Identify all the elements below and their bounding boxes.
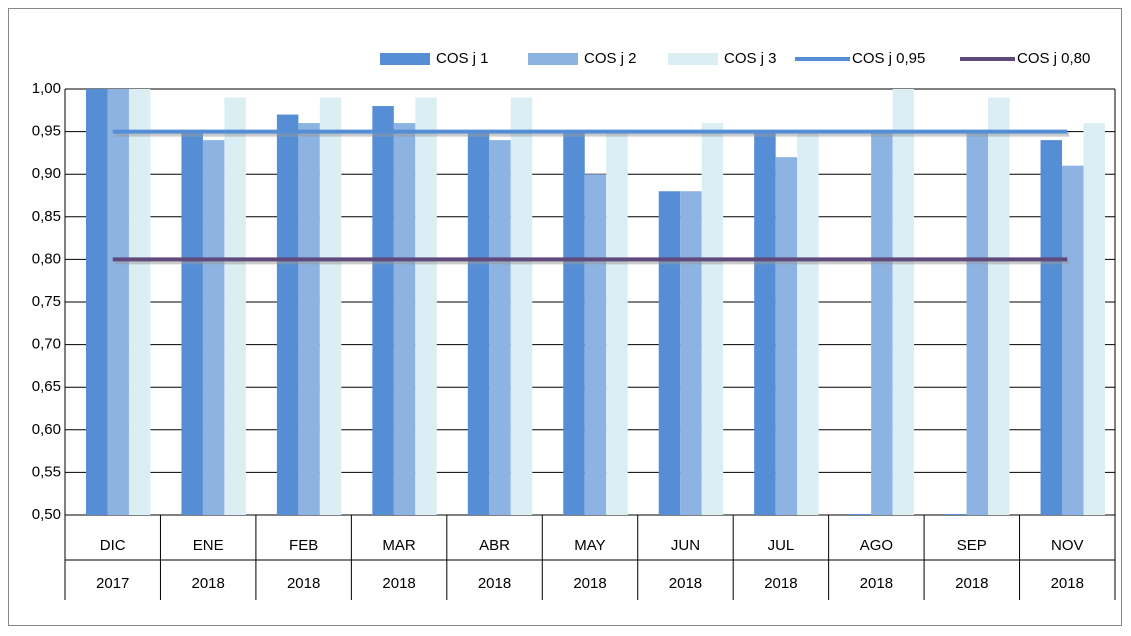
y-tick-label: 0,60 (32, 421, 61, 438)
bar (276, 114, 299, 515)
bar (584, 174, 607, 515)
x-tick-label: JUL (768, 537, 795, 554)
x-tick-year: 2018 (669, 575, 702, 592)
x-tick-label: ENE (193, 537, 224, 554)
bar (202, 140, 225, 515)
bar (658, 191, 681, 516)
x-tick-label: DIC (100, 537, 126, 554)
bar (224, 97, 246, 516)
y-tick-label: 0,75 (32, 293, 61, 310)
bar (1083, 123, 1105, 515)
x-tick-year: 2017 (96, 575, 129, 592)
legend-label: COS j 0,80 (1017, 50, 1090, 67)
x-tick-year: 2018 (860, 575, 893, 592)
bar (415, 97, 437, 516)
bar (797, 131, 819, 515)
bar (510, 97, 533, 516)
x-tick-year: 2018 (191, 575, 224, 592)
bar (871, 131, 893, 515)
bar (107, 89, 129, 515)
legend-swatch (668, 53, 718, 65)
bar (680, 191, 702, 516)
x-tick-label: MAY (574, 537, 605, 554)
bar (1062, 165, 1084, 515)
bar (701, 123, 724, 515)
legend-label: COS j 2 (584, 50, 637, 67)
bar (775, 157, 798, 515)
bar (467, 131, 490, 515)
y-tick-label: 0,95 (32, 123, 61, 140)
bar (892, 89, 915, 515)
x-tick-year: 2018 (1051, 575, 1084, 592)
legend-label: COS j 3 (724, 50, 777, 67)
bar (298, 123, 320, 515)
bar (372, 106, 394, 515)
y-tick-label: 0,80 (32, 250, 61, 267)
legend-swatch (380, 53, 430, 65)
bar (563, 131, 585, 515)
bar (966, 131, 989, 515)
bar (393, 123, 416, 515)
legend-swatch (528, 53, 578, 65)
bar (945, 514, 967, 515)
bar (86, 89, 108, 515)
y-tick-label: 0,85 (32, 208, 61, 225)
x-tick-label: SEP (957, 537, 987, 554)
x-tick-label: AGO (860, 537, 893, 554)
bar (319, 97, 342, 516)
x-tick-label: FEB (289, 537, 318, 554)
x-tick-label: MAR (382, 537, 416, 554)
y-tick-label: 0,90 (32, 165, 61, 182)
y-tick-label: 0,70 (32, 336, 61, 353)
bar (1040, 140, 1063, 515)
y-tick-label: 0,55 (32, 463, 61, 480)
x-tick-year: 2018 (955, 575, 988, 592)
x-tick-year: 2018 (287, 575, 320, 592)
x-tick-year: 2018 (382, 575, 415, 592)
bar (849, 514, 872, 515)
bar (128, 89, 151, 515)
x-tick-label: ABR (479, 537, 510, 554)
y-tick-label: 0,65 (32, 378, 61, 395)
x-tick-year: 2018 (573, 575, 606, 592)
x-tick-label: JUN (671, 537, 700, 554)
x-tick-year: 2018 (478, 575, 511, 592)
bar (754, 131, 776, 515)
legend-label: COS j 0,95 (852, 50, 925, 67)
bar (606, 131, 628, 515)
legend-label: COS j 1 (436, 50, 489, 67)
y-tick-label: 1,00 (32, 80, 61, 97)
y-tick-label: 0,50 (32, 506, 61, 523)
x-tick-label: NOV (1051, 537, 1084, 554)
bar (489, 140, 511, 515)
bar (988, 97, 1010, 516)
x-tick-year: 2018 (764, 575, 797, 592)
bar (181, 131, 203, 515)
